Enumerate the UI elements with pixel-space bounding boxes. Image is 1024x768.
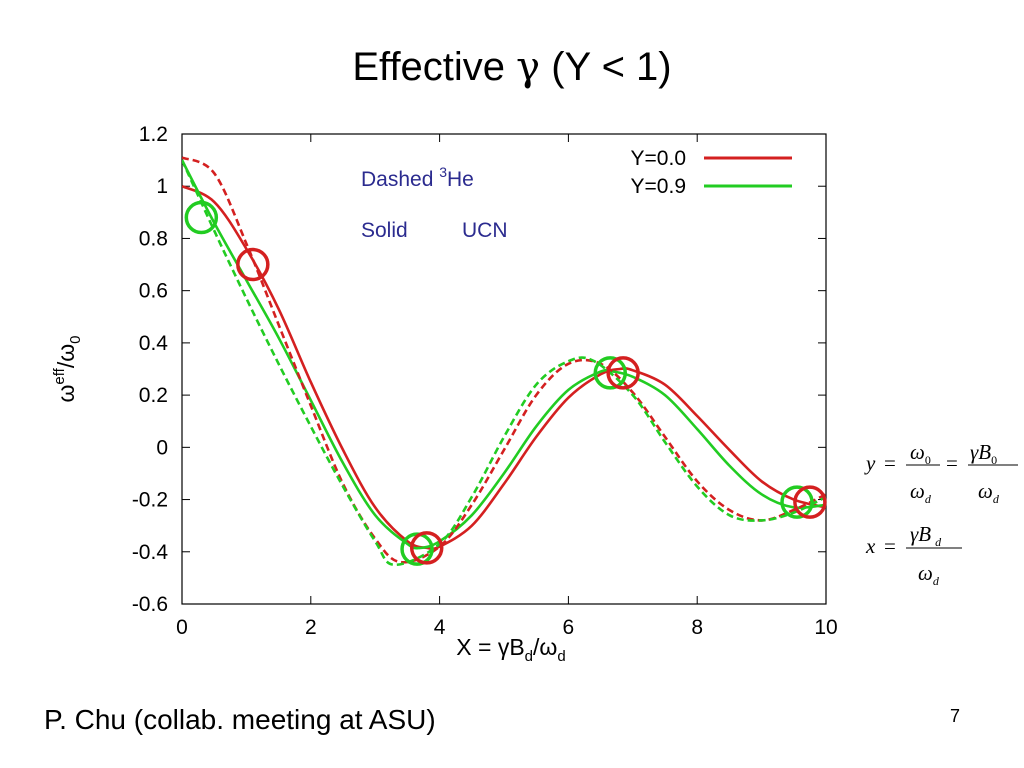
legend-label: Y=0.9 [631,175,686,198]
y-tick-label: -0.4 [132,541,169,564]
x-tick-label: 10 [814,616,837,639]
y-tick-label: 0.8 [139,227,168,250]
svg-text:ωd: ωd [918,561,940,588]
highlight-circle [780,485,814,519]
annotation-dashed: Dashed 3He [361,164,474,191]
axis-ticks: 0 2 4 6 8 10 -0.6 -0.4 -0.2 0 0.2 0.4 0.6 0.8 1 1.2 [132,123,838,639]
highlight-circle [400,532,434,566]
svg-text:=: = [884,451,896,475]
footer-credit: P. Chu (collab. meeting at ASU) [44,704,436,735]
title-gamma: γ [516,44,541,90]
svg-text:ω0: ω0 [910,440,931,467]
highlight-circle [184,200,219,235]
series-line-solid-0 [182,184,826,551]
title-suffix: (Y < 1) [540,45,672,89]
x-tick-label: 2 [305,616,317,639]
y-tick-label: 0.6 [139,280,168,303]
plot-frame [181,133,827,605]
legend: Y=0.0 Y=0.9 [631,147,792,198]
series-line-dashed-2 [182,156,826,564]
svg-text:=: = [884,534,896,558]
legend-label: Y=0.0 [631,147,686,170]
svg-text:y: y [864,451,876,475]
y-tick-label: 0.2 [139,384,168,407]
y-tick-label: 0 [156,436,168,459]
y-tick-label: -0.6 [132,593,168,616]
page-number: 7 [950,706,961,726]
formula-y: y = ω0 ωd = γB0 ωd [864,440,1018,506]
svg-text:ωd: ωd [978,479,1000,506]
data-curves [182,156,826,567]
y-tick-label: 1.2 [139,123,168,146]
svg-text:=: = [946,451,958,475]
highlight-markers [184,200,827,566]
x-tick-label: 4 [434,616,446,639]
highlight-circle [236,247,270,282]
svg-text:ωd: ωd [910,479,932,506]
highlight-circle [593,356,628,390]
x-tick-label: 0 [176,616,188,639]
formula-x: x = γB d ωd [865,522,962,588]
series-line-solid-1 [182,159,826,550]
svg-text:γB0: γB0 [970,440,997,467]
title-prefix: Effective [352,45,517,89]
series-line-dashed-3 [182,159,826,567]
y-tick-label: 1 [156,175,168,198]
highlight-circle [606,356,640,390]
annotation-ucn: UCN [462,219,508,242]
plot-border [181,133,827,605]
svg-text:γBd: γB d [910,522,942,549]
x-tick-label: 8 [691,616,703,639]
x-axis-label: X = γBd/ωd [456,634,565,665]
slide-title: Effective γ (Y < 1) [0,44,1024,90]
x-tick-label: 6 [563,616,575,639]
highlight-circle [409,531,444,565]
chart: 0 2 4 6 8 10 -0.6 -0.4 -0.2 0 0.2 0.4 0.6 0.8 1 1.2 Y=0… [51,123,1018,665]
annotation-solid: Solid [361,219,408,242]
y-axis-label: ωeff/ω0 [51,335,84,402]
highlight-circle [793,485,827,519]
y-tick-label: 0.4 [139,332,169,355]
svg-text:x: x [865,534,876,558]
y-tick-label: -0.2 [132,489,168,512]
